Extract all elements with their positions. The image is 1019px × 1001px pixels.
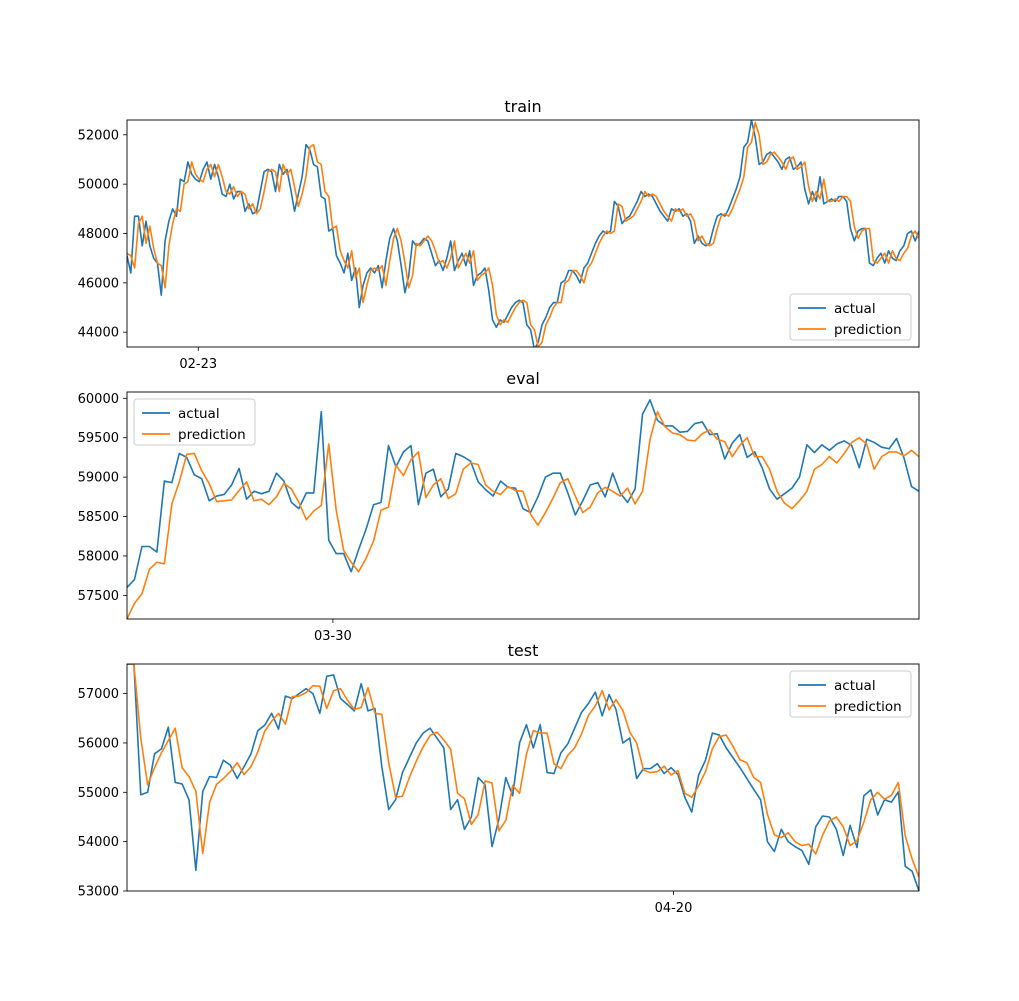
- series-line-prediction: [127, 410, 919, 619]
- x-tick-label: 02-23: [179, 357, 217, 372]
- y-tick-label: 48000: [78, 227, 119, 242]
- x-tick-label: 03-30: [314, 629, 352, 644]
- plot-frame: [126, 663, 920, 892]
- y-tick-label: 44000: [78, 326, 119, 341]
- chart-title: test: [508, 641, 539, 660]
- legend-label-prediction: prediction: [178, 427, 246, 443]
- y-tick-label: 60000: [78, 392, 119, 407]
- series-line-actual: [127, 664, 919, 891]
- plot-frame: [126, 119, 920, 348]
- series-line-actual: [127, 399, 919, 589]
- y-tick-label: 57000: [78, 687, 119, 702]
- legend-label-actual: actual: [834, 301, 876, 317]
- y-tick-label: 53000: [78, 885, 119, 900]
- y-tick-label: 58000: [78, 549, 119, 564]
- y-tick-label: 56000: [78, 736, 119, 751]
- legend: actual prediction: [789, 293, 912, 341]
- y-tick-label: 46000: [78, 276, 119, 291]
- plot-frame: [126, 391, 920, 620]
- series-line-prediction: [127, 664, 919, 878]
- series-line-actual: [127, 120, 919, 347]
- legend-label-prediction: prediction: [834, 699, 902, 715]
- series-line-prediction: [127, 121, 919, 347]
- y-tick-label: 59500: [78, 431, 119, 446]
- subplot-eval: eval 57500 58000 58500 59000 59500 60000 03-30 a…: [78, 369, 920, 644]
- subplot-test: test 53000 54000 55000 56000 57000 04-20 actual…: [78, 641, 920, 916]
- legend-label-prediction: prediction: [834, 322, 902, 338]
- y-tick-label: 57500: [78, 589, 119, 604]
- chart-title: train: [504, 97, 541, 116]
- y-tick-label: 50000: [78, 178, 119, 193]
- y-tick-label: 58500: [78, 510, 119, 525]
- legend: actual prediction: [133, 398, 256, 446]
- legend-label-actual: actual: [178, 406, 220, 422]
- y-tick-label: 54000: [78, 835, 119, 850]
- y-tick-label: 55000: [78, 786, 119, 801]
- x-tick-label: 04-20: [655, 901, 693, 916]
- subplot-train: train 44000 46000 48000 50000 52000 02-23 actua…: [78, 97, 920, 372]
- legend: actual prediction: [789, 670, 912, 718]
- chart-title: eval: [506, 369, 540, 388]
- y-tick-label: 52000: [78, 128, 119, 143]
- legend-label-actual: actual: [834, 678, 876, 694]
- y-tick-label: 59000: [78, 471, 119, 486]
